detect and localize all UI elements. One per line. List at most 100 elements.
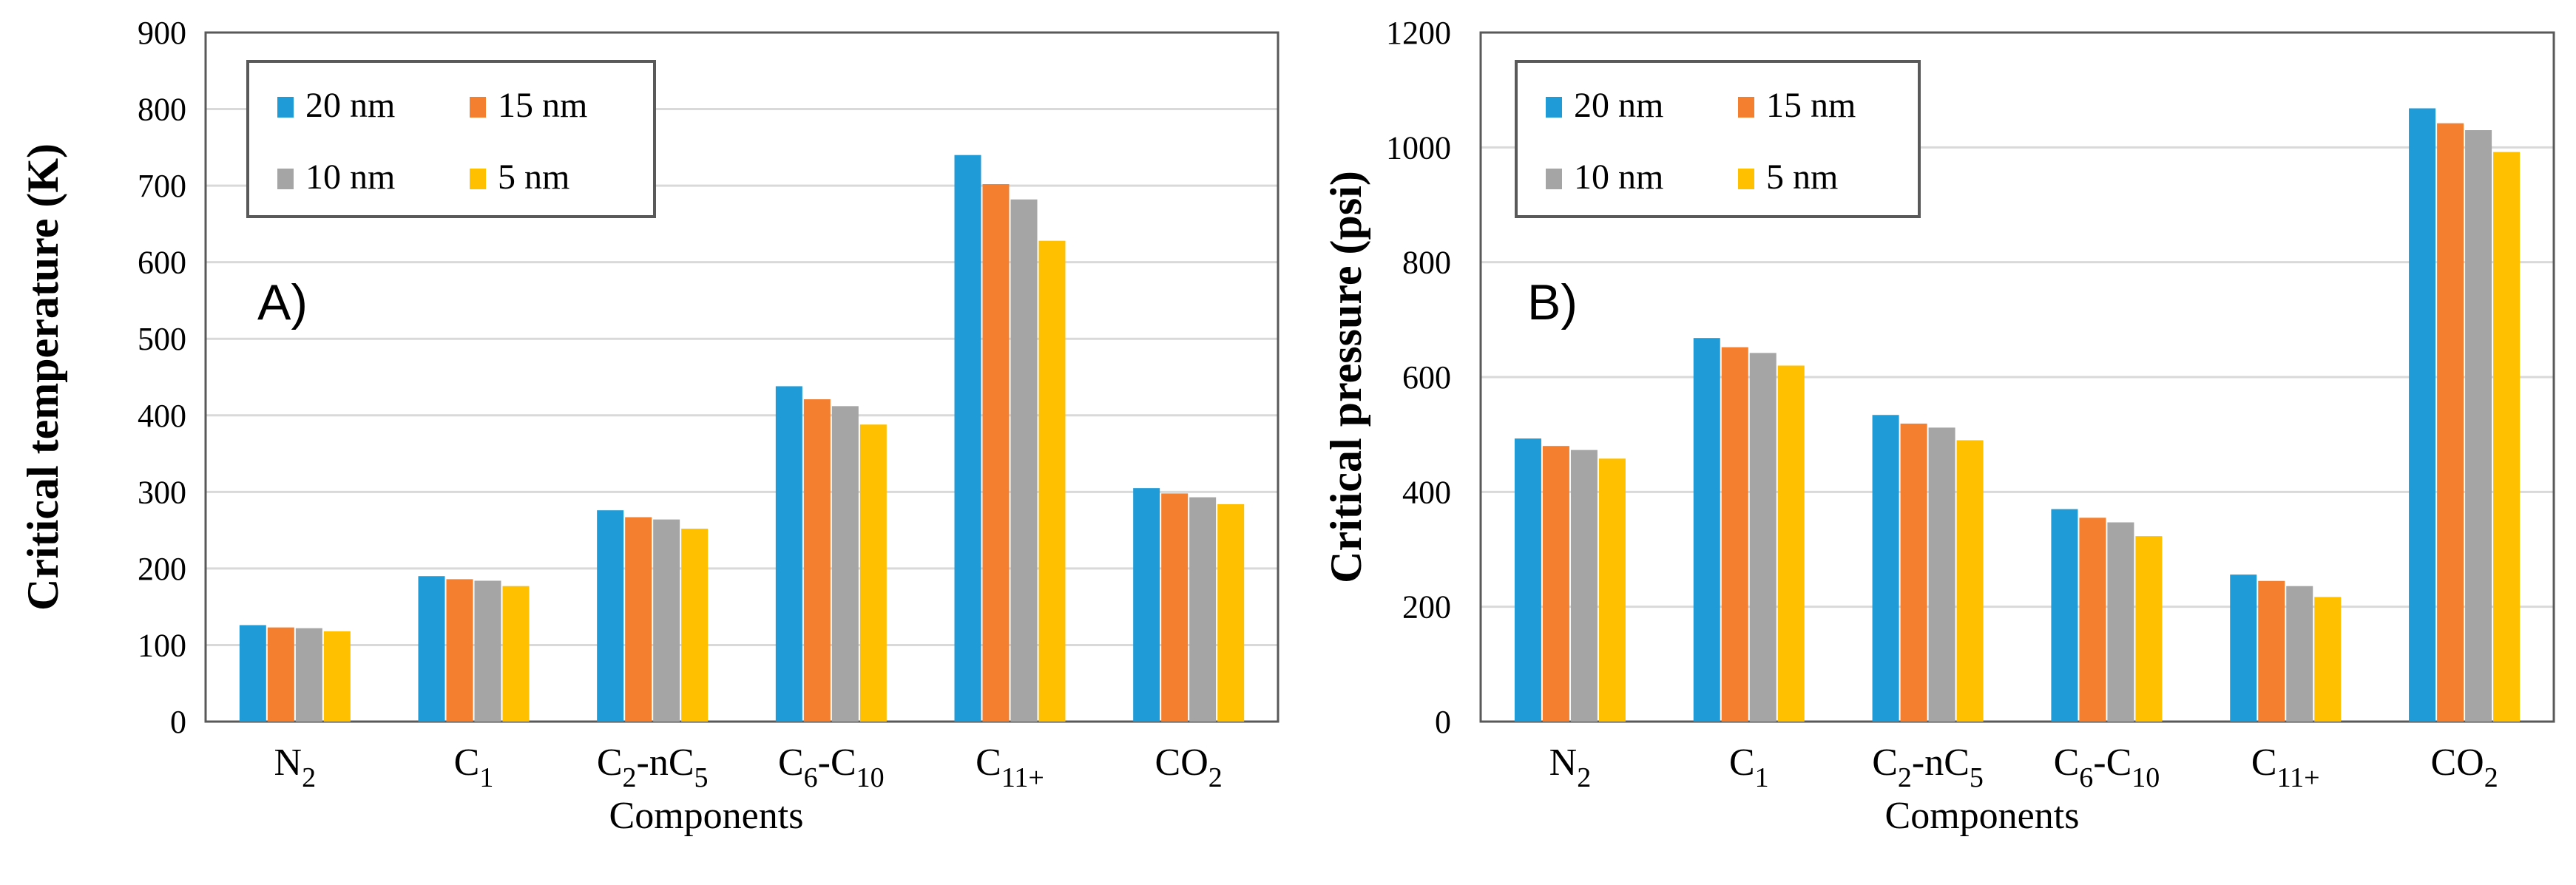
bar-20nm-cat4 [954, 155, 981, 722]
category-base: CO [2430, 742, 2484, 784]
legend-box [1515, 60, 1921, 218]
legend: 20 nm 15 nm 10 nm 5 nm [1515, 60, 1921, 218]
category-subscript: 11+ [1001, 762, 1044, 793]
bar-10nm-cat4 [1010, 199, 1038, 722]
category-base: N [274, 742, 302, 784]
bar-15nm-cat2 [625, 517, 652, 722]
bar-15nm-cat4 [982, 184, 1010, 722]
y-tick-label: 200 [138, 551, 186, 587]
category-mid: -C [2093, 742, 2132, 784]
category-subscript: 2 [2484, 762, 2498, 793]
bar-10nm-cat1 [1749, 353, 1777, 722]
x-category-label: C11+ [2251, 742, 2320, 793]
legend-swatch [1546, 169, 1562, 189]
bar-20nm-cat5 [2409, 108, 2436, 722]
category-subscript: 1 [479, 762, 493, 793]
bar-15nm-cat5 [1161, 493, 1189, 722]
category-subscript: 2 [1577, 762, 1591, 793]
bar-10nm-cat0 [1570, 450, 1598, 722]
legend-label: 15 nm [498, 86, 587, 125]
bar-10nm-cat5 [2465, 130, 2492, 722]
x-category-label: N2 [1549, 742, 1592, 793]
bar-5nm-cat1 [502, 586, 530, 722]
y-axis-title: Critical temperature (K) [18, 143, 67, 611]
bar-15nm-cat3 [803, 399, 831, 722]
legend-label: 20 nm [305, 86, 395, 125]
y-tick-label: 400 [1402, 474, 1451, 510]
legend-swatch [470, 97, 486, 118]
legend-swatch [470, 169, 486, 189]
bar-5nm-cat1 [1777, 365, 1805, 722]
bar-10nm-cat1 [474, 580, 501, 722]
y-tick-label: 600 [1402, 359, 1451, 396]
category-base: C [1729, 742, 1755, 784]
bar-5nm-cat4 [1038, 240, 1066, 722]
category-subscript: 2 [1898, 762, 1912, 793]
category-base: C [1872, 742, 1898, 784]
bar-20nm-cat1 [418, 576, 445, 722]
panel-label: A) [257, 274, 308, 330]
bar-15nm-cat4 [2258, 580, 2285, 722]
bar-15nm-cat1 [1721, 347, 1748, 722]
bar-10nm-cat3 [831, 406, 859, 722]
category-base: C [454, 742, 480, 784]
bar-15nm-cat0 [267, 627, 294, 722]
y-tick-label: 1000 [1386, 129, 1451, 166]
category-base: CO [1155, 742, 1208, 784]
plot-frame [1479, 31, 2555, 723]
category-subscript-2: 5 [694, 762, 709, 793]
y-axis-title: Critical pressure (psi) [1322, 171, 1370, 583]
x-category-label: CO2 [2430, 742, 2498, 793]
category-base: C [597, 742, 623, 784]
plot-frame [204, 31, 1279, 723]
legend-label: 10 nm [1574, 157, 1663, 197]
legend-label: 20 nm [1574, 86, 1663, 125]
bar-15nm-cat2 [1900, 423, 1927, 722]
x-axis-title: Components [1885, 795, 2080, 837]
legend-box [246, 60, 656, 218]
bar-20nm-cat5 [1133, 488, 1160, 722]
bar-10nm-cat2 [1928, 427, 1955, 722]
panel-label: B) [1527, 274, 1578, 330]
bar-10nm-cat5 [1189, 497, 1217, 722]
bar-20nm-cat3 [775, 386, 802, 722]
bar-5nm-cat3 [859, 424, 887, 722]
category-base: C [976, 742, 1001, 784]
category-base: C [2251, 742, 2277, 784]
bar-20nm-cat4 [2230, 574, 2257, 722]
bar-15nm-cat3 [2079, 518, 2106, 722]
y-tick-label: 100 [138, 627, 186, 663]
y-tick-label: 200 [1402, 589, 1451, 625]
x-category-label: C1 [454, 742, 494, 793]
bar-10nm-cat0 [295, 628, 322, 722]
x-category-label: C2-nC5 [597, 742, 709, 793]
category-base: N [1549, 742, 1578, 784]
y-tick-label: 600 [138, 245, 186, 281]
category-mid: -C [818, 742, 856, 784]
bar-20nm-cat0 [1514, 438, 1541, 722]
category-subscript-2: 5 [1970, 762, 1984, 793]
bar-5nm-cat5 [1217, 503, 1245, 722]
legend-swatch [1738, 169, 1754, 189]
bar-5nm-cat0 [1598, 458, 1626, 722]
x-category-label: C11+ [976, 742, 1044, 793]
category-subscript: 2 [302, 762, 316, 793]
x-category-label: C1 [1729, 742, 1769, 793]
bar-5nm-cat2 [681, 529, 709, 722]
bar-5nm-cat4 [2314, 597, 2342, 722]
category-subscript: 11+ [2277, 762, 2320, 793]
bar-10nm-cat2 [653, 519, 680, 722]
bar-15nm-cat5 [2437, 123, 2464, 722]
category-mid: -nC [1912, 742, 1970, 784]
bar-10nm-cat4 [2286, 586, 2313, 722]
bar-20nm-cat2 [597, 510, 624, 722]
category-subscript: 6 [804, 762, 818, 793]
legend-label: 10 nm [305, 157, 395, 197]
legend-swatch [277, 169, 294, 189]
legend-swatch [1546, 97, 1562, 118]
bar-20nm-cat1 [1693, 338, 1720, 722]
bar-15nm-cat1 [446, 579, 473, 722]
y-tick-label: 300 [138, 474, 186, 510]
